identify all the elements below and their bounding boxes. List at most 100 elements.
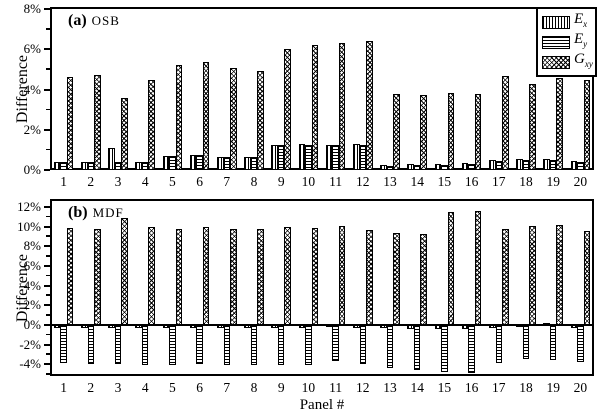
y-tick-label: 6%: [23, 257, 41, 273]
bar-ey-panel-8: [250, 324, 258, 365]
bar-ey-panel-5: [169, 324, 176, 366]
x-tick-label: 4: [141, 380, 149, 395]
chart-b-plot-area: [50, 199, 594, 376]
x-tick-label: 1: [60, 380, 67, 395]
y-major-tick: [44, 284, 50, 287]
bar-gxy-panel-7: [230, 228, 237, 325]
bar-ex-panel-7: [217, 156, 224, 170]
bar-ey-panel-20: [577, 324, 584, 363]
y-major-tick: [44, 363, 50, 366]
y-tick-label: 0%: [23, 316, 41, 332]
x-tick-label: 6: [196, 380, 203, 395]
x-tick-label: 8: [250, 174, 258, 189]
bar-ey-panel-1: [60, 161, 67, 170]
bar-ex-panel-13: [380, 164, 387, 170]
y-major-tick: [44, 128, 50, 131]
bar-ey-panel-8: [250, 156, 258, 170]
x-tick-label: 19: [546, 380, 560, 395]
bar-ey-panel-6: [196, 324, 203, 365]
x-tick-label: 5: [169, 380, 176, 395]
bar-gxy-panel-16: [474, 210, 482, 325]
bar-ey-panel-4: [141, 161, 149, 170]
x-tick-label: 20: [573, 174, 588, 189]
y-major-tick: [44, 323, 50, 326]
x-tick-label: 3: [114, 174, 122, 189]
bar-gxy-panel-4: [148, 80, 155, 170]
bar-ex-panel-2: [81, 161, 88, 170]
chart-a-plot-area: [50, 7, 594, 170]
legend-label-gxy: Gxy: [574, 51, 593, 70]
y-major-tick: [44, 343, 50, 346]
y-minor-tick: [46, 28, 50, 30]
bar-gxy-panel-11: [338, 225, 346, 325]
x-tick-label: 16: [464, 380, 479, 395]
bar-ey-panel-16: [468, 163, 475, 170]
x-tick-label: 18: [519, 174, 533, 189]
y-major-tick: [44, 8, 50, 10]
bar-gxy-panel-19: [556, 224, 563, 325]
bar-ey-panel-9: [277, 324, 285, 366]
bar-gxy-panel-5: [175, 228, 183, 325]
bar-gxy-panel-13: [393, 93, 400, 170]
y-major-tick: [44, 264, 50, 267]
chart-b-title: (b) MDF: [68, 204, 124, 222]
bar-gxy-panel-15: [447, 92, 455, 170]
bar-gxy-panel-9: [284, 49, 291, 170]
bar-gxy-panel-16: [474, 93, 482, 170]
bar-gxy-panel-15: [447, 212, 455, 325]
x-tick-label: 9: [277, 380, 285, 395]
bar-gxy-panel-4: [148, 227, 155, 325]
y-tick-label: 8%: [23, 1, 41, 16]
bar-ey-panel-11: [332, 324, 339, 362]
y-major-tick: [44, 88, 50, 91]
bar-ey-panel-10: [305, 144, 312, 170]
y-tick-label: 8%: [23, 238, 41, 254]
bar-ey-panel-13: [386, 324, 394, 369]
bar-ey-panel-12: [359, 144, 367, 170]
crosshatch-swatch-icon: [542, 55, 570, 69]
legend: Ex Ey Gxy: [536, 7, 597, 77]
x-tick-label: 12: [356, 380, 370, 395]
chart-a-tag: (a): [68, 12, 87, 29]
chart-b-name: MDF: [92, 205, 124, 220]
bar-ey-panel-7: [223, 156, 231, 170]
y-minor-tick: [46, 215, 50, 218]
bar-ey-panel-16: [468, 324, 475, 374]
zero-baseline: [50, 323, 594, 326]
bar-ey-panel-11: [332, 144, 339, 170]
bar-gxy-panel-11: [338, 43, 346, 170]
bar-gxy-panel-7: [230, 68, 237, 170]
bar-ex-panel-17: [489, 159, 496, 170]
x-tick-label: 7: [223, 380, 231, 395]
bar-ey-panel-7: [223, 324, 231, 365]
bar-ex-panel-19: [543, 158, 550, 170]
bar-ex-panel-15: [434, 163, 442, 170]
x-tick-label: 2: [87, 380, 95, 395]
bar-gxy-panel-20: [583, 80, 591, 170]
chart-a-title: (a) OSB: [68, 12, 120, 30]
bar-ex-panel-16: [461, 162, 469, 170]
y-major-tick: [44, 169, 50, 171]
y-major-tick: [44, 205, 50, 208]
x-tick-label: 10: [301, 174, 316, 189]
bar-ex-panel-3: [108, 147, 115, 170]
y-minor-tick: [46, 255, 50, 257]
y-tick-label: -2%: [19, 336, 41, 352]
y-tick-label: 0%: [23, 162, 41, 177]
bar-ey-panel-4: [141, 324, 149, 365]
bar-ey-panel-2: [87, 161, 95, 170]
bar-ex-panel-4: [135, 161, 142, 170]
x-tick-label: 15: [437, 380, 452, 395]
y-major-tick: [44, 225, 50, 228]
bar-ey-panel-6: [196, 154, 203, 170]
x-tick-label: 10: [301, 380, 316, 395]
bar-gxy-panel-14: [420, 234, 427, 325]
bar-ey-panel-15: [441, 324, 448, 373]
bar-gxy-panel-6: [202, 62, 210, 170]
y-major-tick: [44, 304, 50, 307]
x-tick-label: 5: [169, 174, 176, 189]
x-tick-label: 13: [383, 174, 397, 189]
bar-ey-panel-9: [277, 144, 285, 170]
y-minor-tick: [46, 148, 50, 151]
x-tick-label: 1: [60, 174, 67, 189]
